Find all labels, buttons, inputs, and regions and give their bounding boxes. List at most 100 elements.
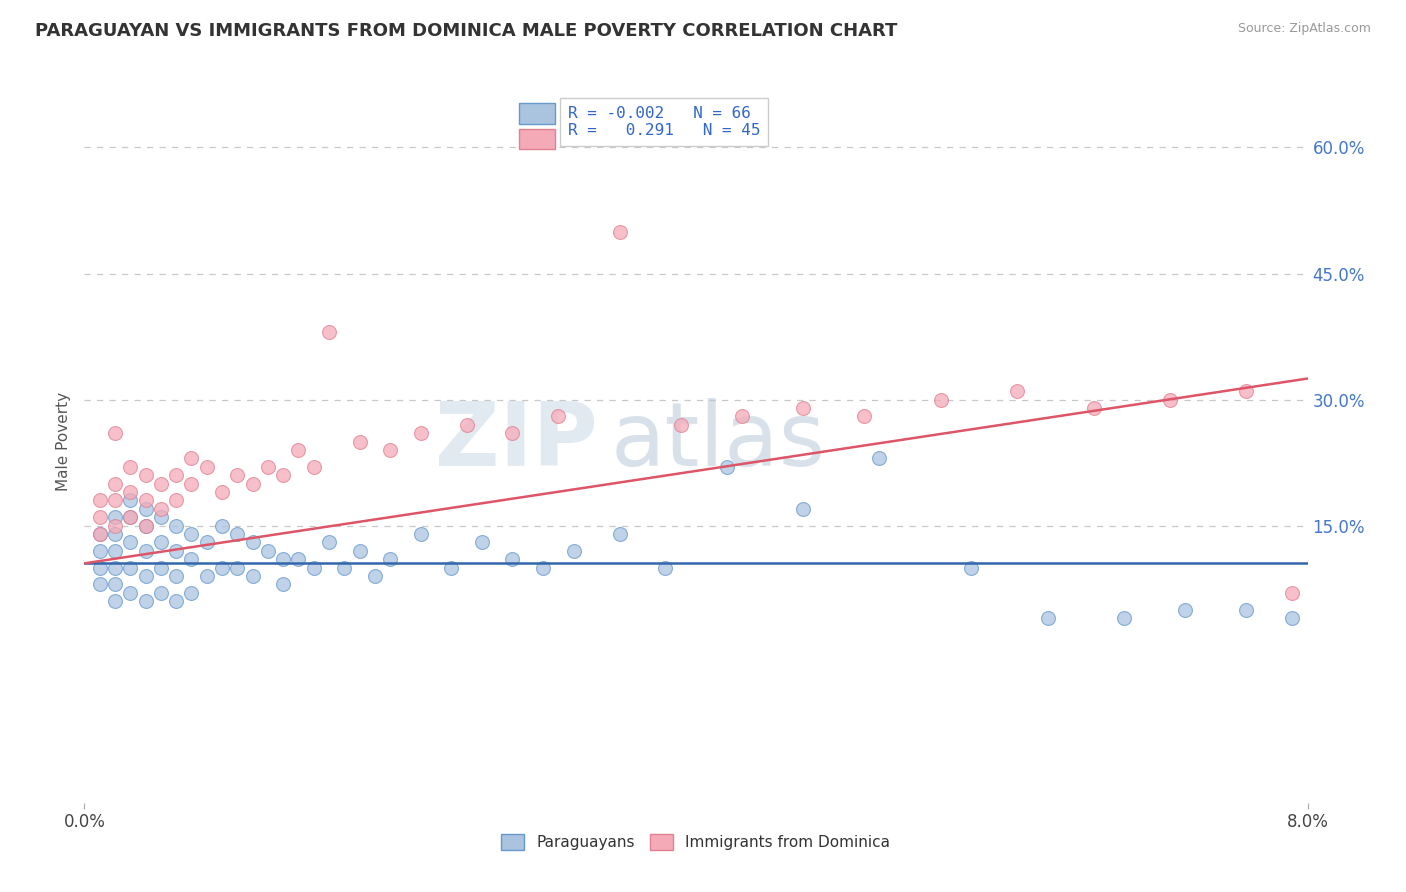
Point (104, 426, 127, 441)
Point (89, 527, 111, 541)
Text: ZIP: ZIP (436, 398, 598, 485)
Point (669, 417, 692, 432)
Point (165, 468, 187, 483)
Point (456, 417, 478, 432)
Point (104, 527, 127, 541)
Point (149, 535, 172, 549)
Point (287, 442, 309, 457)
Point (318, 326, 340, 340)
Point (242, 476, 264, 491)
Point (104, 577, 127, 591)
Point (180, 451, 202, 466)
Point (792, 401, 814, 415)
Point (104, 476, 127, 491)
Point (302, 560, 325, 574)
Point (135, 501, 157, 516)
Point (654, 560, 676, 574)
Point (792, 501, 814, 516)
Point (120, 535, 142, 549)
Point (135, 543, 157, 558)
Point (120, 493, 142, 508)
Point (135, 518, 157, 533)
Point (120, 560, 142, 574)
Point (1036, 611, 1059, 625)
Text: PARAGUAYAN VS IMMIGRANTS FROM DOMINICA MALE POVERTY CORRELATION CHART: PARAGUAYAN VS IMMIGRANTS FROM DOMINICA M… (35, 22, 897, 40)
Point (195, 535, 218, 549)
Point (409, 426, 432, 441)
Point (180, 586, 202, 600)
Point (120, 510, 142, 524)
Point (104, 518, 127, 533)
Point (120, 586, 142, 600)
Point (242, 535, 264, 549)
Point (349, 434, 371, 449)
Point (165, 493, 187, 508)
Point (120, 510, 142, 524)
Point (211, 560, 233, 574)
Point (1236, 384, 1258, 398)
Point (287, 552, 309, 566)
Point (165, 543, 187, 558)
Point (149, 476, 172, 491)
Point (609, 225, 631, 239)
Point (135, 468, 157, 483)
Point (104, 594, 127, 608)
Point (960, 560, 983, 574)
Point (165, 518, 187, 533)
Point (318, 535, 340, 549)
Point (180, 552, 202, 566)
Point (302, 459, 325, 474)
Point (271, 577, 294, 591)
Point (716, 459, 738, 474)
Point (609, 527, 631, 541)
Point (89, 527, 111, 541)
Point (195, 569, 218, 583)
Point (120, 485, 142, 500)
Y-axis label: Male Poverty: Male Poverty (56, 392, 72, 491)
Point (502, 426, 524, 441)
Point (869, 451, 891, 466)
Point (226, 468, 249, 483)
Point (257, 543, 280, 558)
Point (104, 543, 127, 558)
Text: R = -0.002   N = 66
R =   0.291   N = 45: R = -0.002 N = 66 R = 0.291 N = 45 (568, 105, 761, 138)
Point (195, 459, 218, 474)
Point (89, 543, 111, 558)
FancyBboxPatch shape (519, 103, 555, 124)
Point (271, 468, 294, 483)
Text: atlas: atlas (610, 398, 825, 485)
Point (1005, 384, 1028, 398)
Point (149, 510, 172, 524)
Point (471, 535, 494, 549)
Point (1281, 611, 1303, 625)
Point (242, 569, 264, 583)
Point (180, 527, 202, 541)
Point (135, 569, 157, 583)
Point (1236, 602, 1258, 616)
Point (165, 569, 187, 583)
Point (1159, 392, 1181, 407)
Point (1281, 586, 1303, 600)
Point (531, 560, 554, 574)
Point (226, 527, 249, 541)
Text: Source: ZipAtlas.com: Source: ZipAtlas.com (1237, 22, 1371, 36)
Point (165, 594, 187, 608)
Legend: Paraguayans, Immigrants from Dominica: Paraguayans, Immigrants from Dominica (495, 829, 897, 856)
Point (211, 485, 233, 500)
Point (409, 527, 432, 541)
Point (104, 560, 127, 574)
Point (547, 409, 569, 424)
Point (929, 392, 952, 407)
Point (89, 510, 111, 524)
Point (149, 501, 172, 516)
Point (89, 493, 111, 508)
Point (349, 543, 371, 558)
Point (89, 560, 111, 574)
Point (120, 459, 142, 474)
Point (333, 560, 356, 574)
Point (731, 409, 754, 424)
Point (104, 510, 127, 524)
Point (364, 569, 387, 583)
Point (211, 518, 233, 533)
FancyBboxPatch shape (519, 128, 555, 149)
